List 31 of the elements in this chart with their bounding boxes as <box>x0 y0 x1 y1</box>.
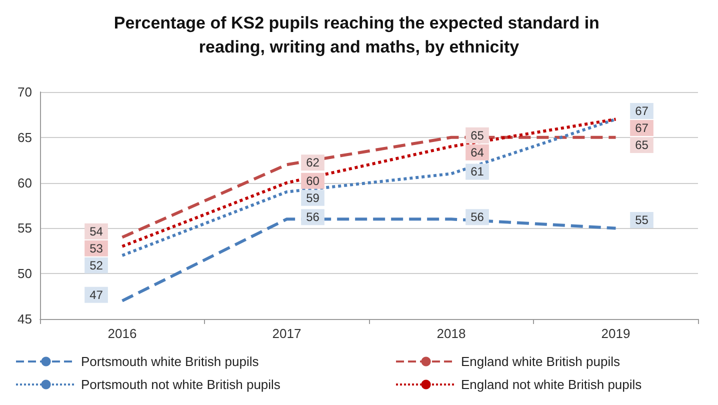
x-tick-label: 2017 <box>272 326 302 341</box>
data-label: 52 <box>90 258 104 272</box>
legend-label: Portsmouth white British pupils <box>81 354 260 369</box>
data-label: 67 <box>635 104 649 118</box>
legend-label: England white British pupils <box>461 354 620 369</box>
x-tick-label: 2019 <box>601 326 630 341</box>
chart-title: Percentage of KS2 pupils reaching the expected standard in reading, writing and maths, by ethnicity <box>114 14 604 56</box>
data-label: 65 <box>470 128 484 142</box>
data-label: 56 <box>470 210 484 224</box>
y-tick-label: 65 <box>18 130 32 145</box>
y-tick-label: 45 <box>18 312 32 326</box>
x-tick-label: 2018 <box>436 326 466 341</box>
data-label: 47 <box>90 288 104 302</box>
legend-label: England not white British pupils <box>461 377 642 392</box>
y-tick-label: 50 <box>18 266 32 282</box>
data-label: 61 <box>470 164 484 179</box>
data-label: 67 <box>635 121 649 136</box>
y-tick-label: 55 <box>18 220 32 236</box>
legend-label: Portsmouth not white British pupils <box>81 377 281 392</box>
data-label: 55 <box>635 212 649 227</box>
y-tick-label: 70 <box>18 84 32 100</box>
y-tick-label: 60 <box>18 175 32 190</box>
data-label: 59 <box>306 190 320 205</box>
data-label: 65 <box>635 138 649 152</box>
data-label: 60 <box>306 174 320 188</box>
data-label: 62 <box>306 156 320 170</box>
data-label: 53 <box>90 241 104 256</box>
data-label: 54 <box>90 224 104 238</box>
x-tick-label: 2016 <box>108 326 137 341</box>
data-label: 56 <box>306 210 320 224</box>
data-label: 64 <box>470 145 484 160</box>
